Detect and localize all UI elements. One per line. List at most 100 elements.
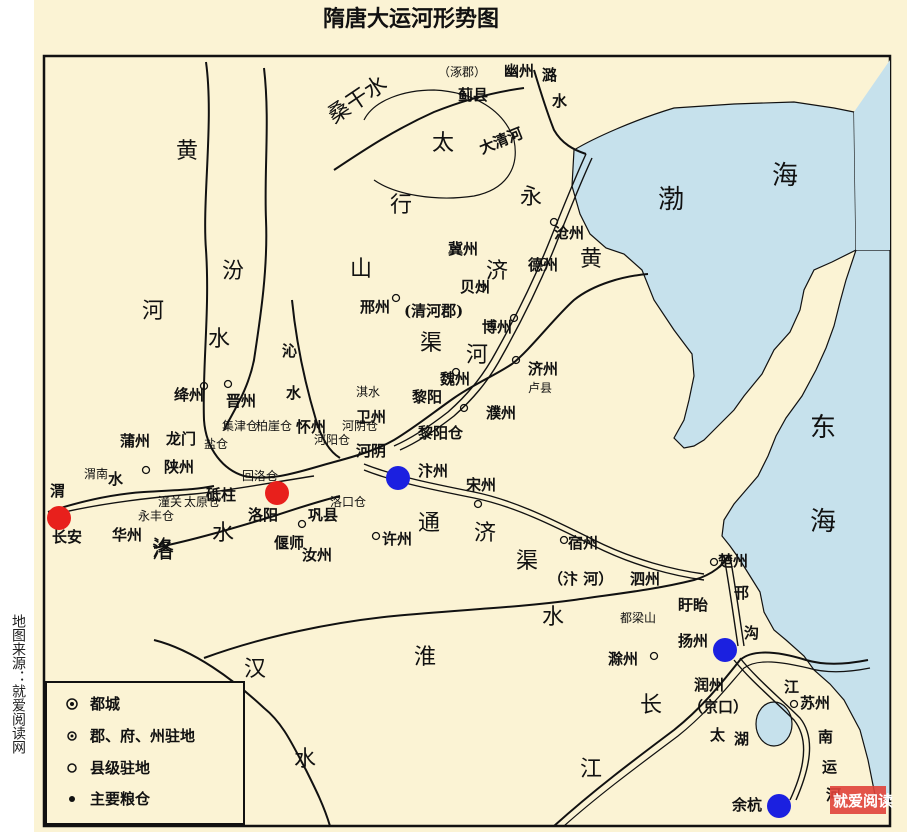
yangtze	[553, 651, 869, 827]
han-label-1: 汉	[244, 657, 266, 682]
place-puzhou: 蒲州	[120, 432, 150, 450]
place-heyin2: 河阴	[356, 442, 386, 460]
tongji-canal	[363, 463, 705, 575]
lake-taihu	[755, 701, 793, 747]
place-luo: 洛	[152, 539, 174, 564]
marker-changan[interactable]	[47, 506, 71, 530]
place-yanshi: 偃师	[274, 534, 304, 552]
he-2-label: 河	[466, 343, 488, 368]
bianhe-label: （汴 河）	[548, 570, 613, 588]
yongji-canal	[393, 153, 587, 447]
sea-bohai-label-2: 海	[772, 161, 798, 191]
settlement-dots	[141, 217, 799, 709]
legend-capital-icon	[66, 698, 78, 710]
legend-granary: 主要粮仓	[90, 790, 151, 808]
wei-river	[47, 485, 215, 513]
place-taiyuan: 太原仓	[184, 494, 220, 509]
wei-river-label-1: 渭	[50, 482, 65, 500]
fen-river-label-1: 汾	[222, 259, 244, 284]
yongji-label-2: 济	[486, 259, 508, 284]
han-label-2: 水	[294, 747, 316, 772]
place-bocang: 柏崖仓	[256, 418, 292, 433]
sea-bohai	[571, 101, 857, 449]
legend-box	[45, 681, 245, 825]
place-heyin: 河阴仓	[342, 419, 378, 433]
taihang-label-2: 行	[390, 193, 412, 218]
place-huazhou: 华州	[112, 526, 142, 544]
place-suzhou2: 苏州	[800, 694, 830, 712]
marker-luoyang[interactable]	[265, 481, 289, 505]
taihang-river	[363, 89, 516, 199]
place-jixian: 蓟县	[457, 86, 488, 104]
place-cangzhou: 沧州	[554, 224, 584, 242]
huai-label-1: 淮	[414, 645, 436, 670]
place-ruzhou: 汝州	[302, 546, 332, 564]
yangtze-bank	[563, 661, 871, 827]
qin-river	[291, 299, 341, 459]
tongji-label-2: 济	[474, 521, 496, 546]
place-labels: （涿郡） 幽州 蓟县 沧州 德州 冀州 贝州 邢州 (清河郡) 博州 济州 卢县…	[52, 62, 830, 814]
lu-river-label-2: 水	[552, 92, 568, 110]
daqing-label: 大清河	[477, 124, 525, 158]
place-jizhou: 冀州	[448, 240, 478, 258]
hangou-canal-2	[729, 555, 745, 647]
marker-yuhang[interactable]	[767, 794, 791, 818]
place-yongfeng: 永丰仓	[138, 509, 174, 523]
place-suzhou: 宿州	[568, 534, 598, 552]
taihu-label-1: 太	[710, 726, 726, 744]
huang-2-label: 黄	[580, 247, 602, 272]
place-liyangcang: 黎阳仓	[418, 424, 464, 442]
markers	[47, 466, 791, 818]
map-frame: 隋唐大运河形势图 都城	[34, 0, 907, 832]
sanggan-label: 桑干水	[323, 71, 392, 129]
watermark-text: 就爱阅读	[833, 792, 893, 810]
marker-yangzhou[interactable]	[713, 638, 737, 662]
place-jijincang: 集津仓	[222, 418, 258, 433]
wei-river-label-2: 水	[108, 470, 124, 488]
yangtze-label-1: 长	[640, 693, 662, 718]
place-xuyi: 盱眙	[678, 596, 708, 614]
place-zhuojun: （涿郡）	[438, 65, 486, 79]
qin-river-label-1: 沁	[282, 342, 297, 360]
legend-prefecture-icon	[67, 731, 77, 741]
tongji-label-1: 通	[418, 511, 440, 536]
place-songzhou: 宋州	[465, 476, 496, 494]
lu-river-label-1: 潞	[542, 66, 558, 84]
place-changan: 长安	[52, 528, 82, 546]
marker-bianzhou[interactable]	[386, 466, 410, 490]
taihang-label-3: 山	[350, 257, 372, 282]
place-luokou: 洛口仓	[330, 494, 366, 509]
han-river	[153, 639, 331, 827]
jiangnan-canal	[733, 659, 805, 801]
tongji-canal-2	[363, 469, 705, 581]
watermark: 就爱阅读	[830, 786, 893, 814]
place-weinan: 渭南	[84, 466, 108, 481]
place-shanzhou: 陕州	[164, 458, 194, 476]
sea-bohai-north	[854, 60, 890, 250]
place-tongguan: 潼关	[158, 494, 182, 509]
place-xingzhou: 邢州	[359, 298, 390, 316]
place-chuzhou2: 滁州	[608, 650, 638, 668]
place-sizhou: 泗州	[630, 570, 660, 588]
place-bozhou: 博州	[482, 318, 512, 336]
luo-river-label-2: 水	[212, 521, 234, 546]
place-yuhang: 余杭	[731, 796, 762, 814]
taihang-label-1: 太	[432, 131, 454, 156]
place-yangzhou: 扬州	[678, 632, 708, 650]
yellow-river	[202, 61, 649, 479]
place-dizhu: 砥柱	[206, 486, 236, 504]
tongji-label-3: 渠	[516, 549, 538, 574]
legend: 都城 郡、府、州驻地 县级驻地 主要粮仓	[45, 681, 245, 825]
legend-county-icon	[67, 763, 77, 773]
qin-river-label-2: 水	[286, 384, 302, 402]
legend-granary-icon	[69, 796, 75, 802]
rivers	[47, 61, 871, 827]
sea-bohai-label-1: 渤	[658, 185, 684, 215]
place-runzhou: 润州	[694, 676, 724, 694]
place-duliangshan: 都梁山	[620, 610, 656, 625]
huai-label-2: 水	[542, 605, 564, 630]
place-liyang: 黎阳	[412, 388, 442, 406]
qi-water-label: 淇水	[356, 385, 380, 399]
place-jinzhou: 晋州	[226, 392, 256, 410]
legend-county: 县级驻地	[90, 759, 150, 777]
